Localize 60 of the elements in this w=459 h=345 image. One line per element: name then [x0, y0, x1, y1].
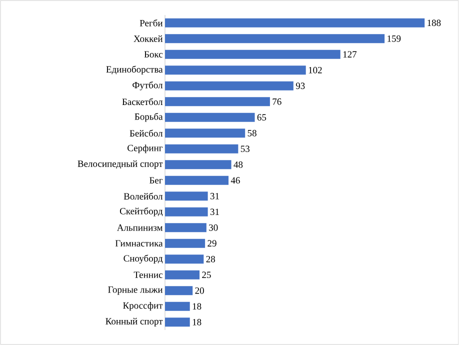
bar [165, 144, 238, 154]
data-label: 28 [206, 256, 216, 262]
y-tick-label: Волейбол [124, 192, 163, 200]
y-tick-label: Единоборства [106, 66, 163, 75]
bar [165, 223, 206, 232]
data-label: 20 [195, 287, 204, 294]
y-tick-label: Бокс [144, 51, 163, 58]
data-label: 18 [192, 318, 202, 326]
bar [165, 286, 193, 296]
data-label: 188 [428, 20, 441, 26]
data-label: 46 [230, 177, 240, 184]
y-tick-label: Футбол [132, 81, 163, 90]
y-tick-label: Горные лыжи [108, 286, 163, 295]
bar [165, 176, 229, 185]
bar [165, 66, 306, 75]
data-label: 31 [210, 192, 219, 200]
y-tick-label: Бейсбол [130, 130, 163, 137]
bar [165, 207, 208, 216]
y-tick-label: Конный спорт [106, 318, 163, 326]
data-label: 30 [209, 224, 218, 231]
bar [165, 270, 200, 280]
data-label: 159 [388, 35, 401, 42]
y-tick-label: Борьба [134, 112, 163, 122]
data-label: 25 [202, 272, 211, 278]
data-label: 53 [240, 146, 250, 152]
bar [165, 97, 270, 106]
data-label: 18 [192, 303, 202, 310]
data-label: 58 [248, 130, 256, 136]
bar [165, 318, 190, 327]
bar [165, 238, 206, 248]
y-tick-label: Скейтборд [120, 207, 163, 216]
data-label: 76 [272, 98, 282, 105]
bar [165, 128, 246, 138]
data-label: 48 [234, 161, 243, 168]
y-tick-label: Хоккей [134, 35, 163, 42]
y-tick-label: Гимнастика [115, 240, 163, 247]
y-tick-label: Альпинизм [116, 224, 163, 231]
data-label: 31 [210, 208, 219, 216]
y-tick-label: Велосипедный спорт [78, 160, 163, 169]
data-label: 127 [343, 51, 357, 58]
data-label: 65 [257, 114, 266, 121]
y-tick-label: Баскетбол [122, 98, 163, 106]
bar [165, 112, 255, 122]
y-tick-label: Регби [140, 19, 163, 26]
bar [165, 192, 208, 201]
y-tick-label: Серфинг [128, 144, 163, 154]
bar [165, 254, 204, 264]
data-label: 93 [296, 82, 305, 90]
y-tick-label: Теннис [134, 272, 163, 278]
y-tick-label: Кроссфит [123, 302, 163, 311]
bar [165, 302, 190, 311]
data-label: 29 [208, 240, 216, 247]
y-tick-label: Сноуборд [124, 254, 163, 264]
bar [165, 18, 425, 28]
data-label: 102 [308, 66, 322, 74]
bar [165, 160, 232, 170]
bar [165, 81, 294, 90]
y-tick-label: Бег [150, 177, 163, 184]
bar [165, 34, 385, 44]
bar [165, 50, 340, 59]
